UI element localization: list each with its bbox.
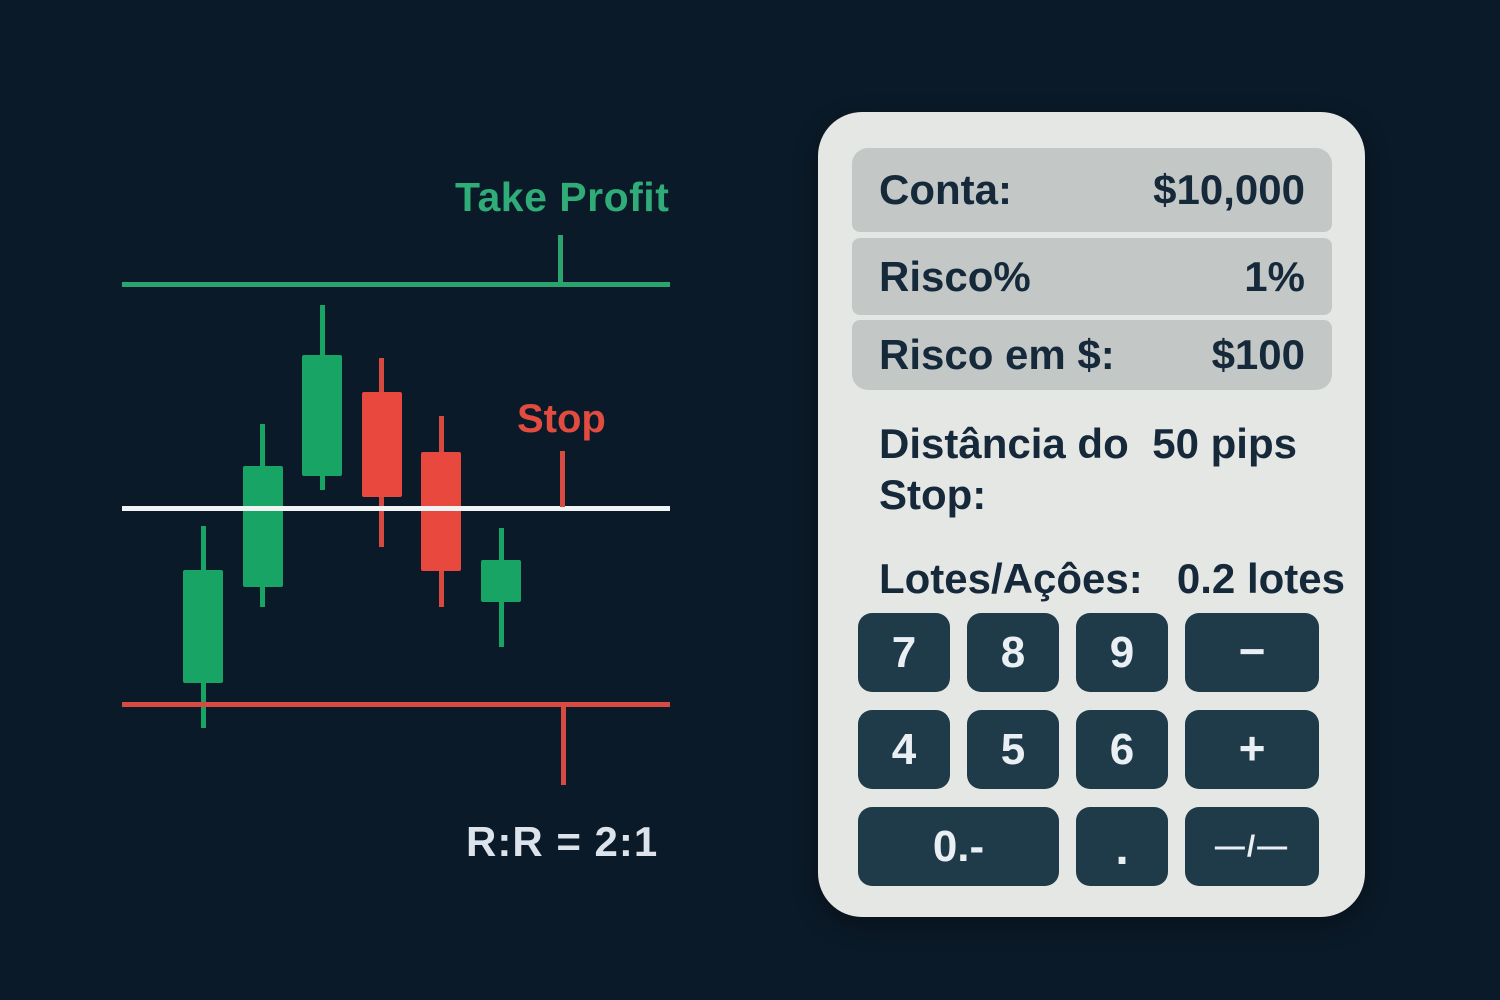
key-8[interactable]: 8 (967, 613, 1059, 692)
key-plus-minus[interactable]: —/— (1185, 807, 1319, 886)
key-9[interactable]: 9 (1076, 613, 1168, 692)
stop-tick (560, 451, 565, 507)
key-6[interactable]: 6 (1076, 710, 1168, 789)
risk-percent-label: Risco% (879, 252, 1031, 300)
candle-body (361, 392, 402, 498)
stop-distance-label: Distância do Stop: (879, 420, 1129, 519)
risk-reward-label: R:R = 2:1 (466, 818, 659, 865)
key-plus[interactable]: + (1185, 710, 1319, 789)
key-7[interactable]: 7 (858, 613, 950, 692)
take-profit-label: Take Profit (455, 174, 670, 220)
key-5[interactable]: 5 (967, 710, 1059, 789)
account-label: Conta: (879, 166, 1012, 213)
key-dot[interactable]: . (1076, 807, 1168, 886)
key-minus[interactable]: − (1185, 613, 1319, 692)
account-value: $10,000 (1153, 166, 1305, 213)
display-row-risk-dollars: Risco em $: $100 (852, 320, 1332, 390)
position-size-calculator: Conta: $10,000 Risco% 1% Risco em $: $10… (818, 112, 1365, 917)
display-row-account: Conta: $10,000 (852, 148, 1332, 232)
take-profit-tick (558, 235, 563, 282)
key-zero-decimal[interactable]: 0.- (858, 807, 1059, 886)
candle-body (421, 451, 462, 572)
take-profit-line (122, 282, 670, 287)
entry-line (122, 506, 670, 511)
stop-distance-value: 50 pips (1152, 420, 1297, 467)
key-4[interactable]: 4 (858, 710, 950, 789)
keypad: 7 8 9 − 4 5 6 + 0.- . —/— (858, 613, 1319, 886)
stop-loss-line (122, 702, 670, 707)
risk-percent-value: 1% (1244, 252, 1305, 300)
info-row-stop-distance: Distância do Stop: 50 pips (852, 418, 1349, 520)
risk-dollars-value: $100 (1211, 331, 1305, 378)
candle-body (242, 466, 283, 588)
risk-dollars-label: Risco em $: (879, 331, 1115, 378)
lots-label: Lotes/Açôes: (879, 555, 1143, 602)
info-row-lots: Lotes/Açôes: 0.2 lotes (852, 553, 1349, 604)
display-row-risk-percent: Risco% 1% (852, 238, 1332, 315)
lots-value: 0.2 lotes (1176, 555, 1345, 602)
candle-body (302, 355, 343, 477)
stop-label: Stop (517, 397, 606, 441)
candle-body (481, 560, 521, 602)
candle-body (183, 569, 223, 683)
stop-loss-tick (561, 707, 566, 785)
